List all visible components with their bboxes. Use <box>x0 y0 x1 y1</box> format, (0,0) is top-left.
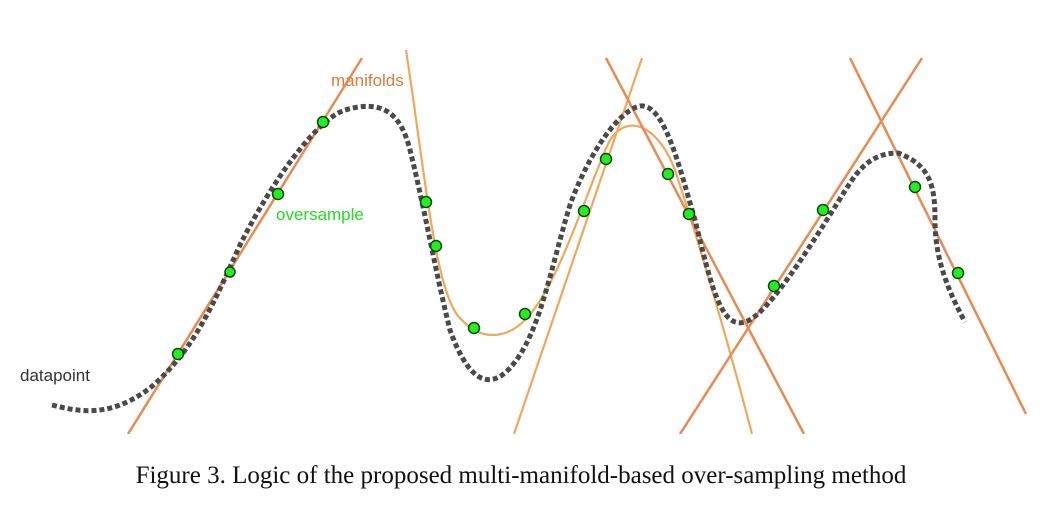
oversample-point <box>429 239 443 253</box>
oversample-point <box>467 321 481 335</box>
oversample-points <box>171 115 965 361</box>
oversample-point <box>224 266 236 278</box>
oversample-point <box>908 180 922 194</box>
manifold-lines <box>126 50 1028 434</box>
oversample-point <box>816 203 830 217</box>
datapoint-label: datapoint <box>20 366 90 385</box>
manifold-line-4 <box>604 57 806 434</box>
oversample-point <box>951 266 965 280</box>
oversample-point <box>577 204 591 218</box>
manifold-line-3 <box>512 57 644 434</box>
oversample-point <box>316 115 330 129</box>
manifold-line-5 <box>678 57 924 434</box>
oversample-point <box>171 347 185 361</box>
figure-caption: Figure 3. Logic of the proposed multi-ma… <box>135 462 907 489</box>
manifold-curve-2 <box>404 50 754 434</box>
oversample-point <box>661 167 675 181</box>
manifolds-label: manifolds <box>331 71 404 90</box>
oversample-point <box>682 207 696 221</box>
datapoint-curve <box>51 103 968 414</box>
oversample-point <box>599 152 613 166</box>
oversample-point <box>518 307 532 321</box>
oversample-point <box>419 195 433 209</box>
oversample-point <box>767 279 781 293</box>
oversample-point <box>271 187 285 201</box>
oversample-label: oversample <box>276 205 364 224</box>
